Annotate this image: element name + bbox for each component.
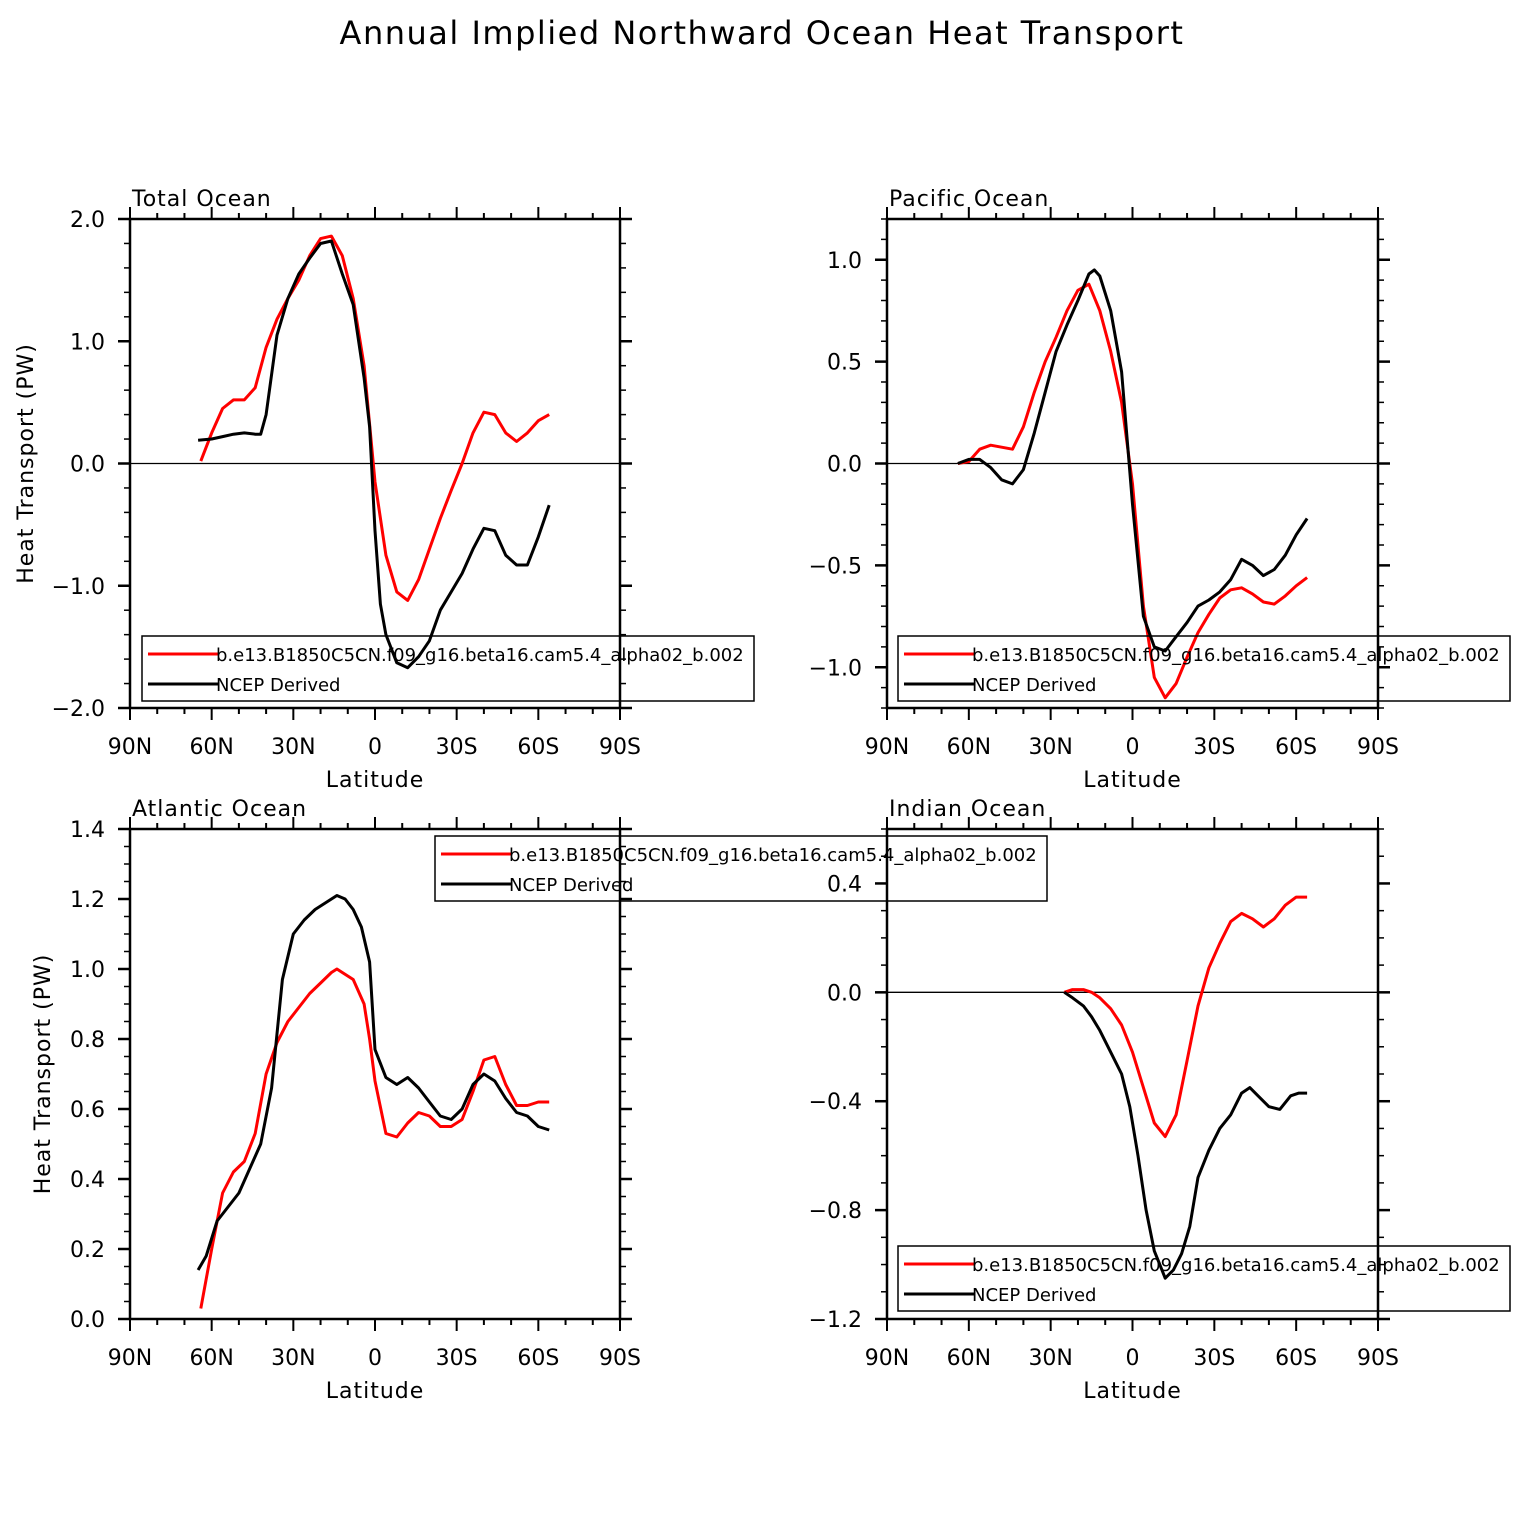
x-axis-label: Latitude: [326, 1379, 425, 1404]
x-tick-label: 60N: [947, 735, 991, 760]
figure-title: Annual Implied Northward Ocean Heat Tran…: [339, 14, 1185, 52]
chart-panel-3: 90N 60N 30N 0 30S 60S 90S 0.0 0.2 0.4 0.6 0.8 1.0 1.2…: [31, 797, 641, 1404]
model-series-line: [199, 234, 550, 602]
x-tick-label: 60N: [947, 1346, 991, 1371]
y-tick-label: 2.0: [70, 208, 105, 233]
legend-ncep-label: NCEP Derived: [972, 675, 1096, 696]
legend-4: b.e13.B1850C5CN.f09_g16.beta16.cam5.4_al…: [897, 1245, 1511, 1312]
y-tick-label: −0.8: [809, 1199, 862, 1224]
x-tick-label: 90S: [599, 1346, 641, 1371]
legend-model-label: b.e13.B1850C5CN.f09_g16.beta16.cam5.4_al…: [972, 645, 1500, 666]
x-tick-label: 90N: [865, 735, 909, 760]
legend-box: [897, 1245, 1511, 1312]
model-series-line: [199, 967, 550, 1309]
y-tick-label: 1.0: [827, 249, 862, 274]
y-tick-label: 0.0: [827, 453, 862, 478]
legend-box: [897, 635, 1511, 702]
ncep-series-line: [957, 268, 1309, 653]
panel-title: Indian Ocean: [889, 797, 1046, 822]
x-tick-label: 30N: [1028, 735, 1072, 760]
x-tick-label: 30N: [1028, 1346, 1072, 1371]
y-tick-label: −1.0: [809, 656, 862, 681]
y-tick-label: 0.0: [827, 981, 862, 1006]
ncep-series-line: [197, 239, 551, 670]
x-axis-label: Latitude: [1083, 768, 1182, 793]
y-tick-label: 1.0: [70, 958, 105, 983]
legend-box: [141, 635, 755, 702]
chart-panel-1: 90N 60N 30N 0 30S 60S 90S −2.0 −1.0 0.0 1.0 2.0 Tota…: [14, 187, 641, 793]
chart-panel-4: 90N 60N 30N 0 30S 60S 90S −1.2 −0.8 −0.4 0.0 0.4 Ind…: [809, 797, 1399, 1404]
y-tick-label: 1.2: [70, 888, 105, 913]
y-tick-label: 0.4: [827, 872, 862, 897]
x-tick-label: 30S: [436, 735, 478, 760]
x-tick-label: 30N: [271, 735, 315, 760]
x-tick-label: 30S: [1193, 735, 1235, 760]
legend-ncep-label: NCEP Derived: [972, 1285, 1096, 1306]
legend-model-label: b.e13.B1850C5CN.f09_g16.beta16.cam5.4_al…: [216, 645, 744, 666]
x-tick-label: 30S: [436, 1346, 478, 1371]
x-tick-label: 0: [368, 1346, 382, 1371]
y-tick-label: −0.5: [809, 554, 862, 579]
y-axis-label: Heat Transport (PW): [31, 954, 56, 1195]
legend-model-label: b.e13.B1850C5CN.f09_g16.beta16.cam5.4_al…: [509, 845, 1037, 866]
panel-title: Atlantic Ocean: [132, 797, 307, 822]
y-tick-label: 1.0: [70, 330, 105, 355]
x-tick-label: 60S: [1275, 1346, 1317, 1371]
model-series-line: [957, 282, 1309, 700]
model-series-line: [1063, 895, 1308, 1139]
x-tick-label: 60N: [189, 735, 233, 760]
y-tick-label: 0.8: [70, 1028, 105, 1053]
x-tick-label: 30N: [271, 1346, 315, 1371]
y-tick-label: 0.6: [70, 1098, 105, 1123]
y-tick-label: −2.0: [52, 697, 105, 722]
x-tick-label: 60N: [189, 1346, 233, 1371]
x-tick-label: 90S: [1357, 735, 1399, 760]
x-tick-label: 90S: [1357, 1346, 1399, 1371]
legend-box: [434, 835, 1048, 902]
x-tick-label: 60S: [1275, 735, 1317, 760]
x-tick-label: 90N: [108, 735, 152, 760]
panel-title: Pacific Ocean: [889, 187, 1049, 212]
panel-title: Total Ocean: [131, 187, 272, 212]
y-tick-label: −1.2: [809, 1308, 862, 1333]
y-tick-label: 1.4: [70, 818, 105, 843]
y-tick-label: −1.0: [52, 575, 105, 600]
y-tick-label: 0.2: [70, 1238, 105, 1263]
y-tick-label: 0.0: [70, 453, 105, 478]
legend-2: b.e13.B1850C5CN.f09_g16.beta16.cam5.4_al…: [897, 635, 1511, 702]
y-tick-label: 0.4: [70, 1168, 105, 1193]
y-axis-label: Heat Transport (PW): [14, 343, 39, 584]
x-tick-label: 60S: [517, 1346, 559, 1371]
x-tick-label: 0: [1126, 735, 1140, 760]
x-tick-label: 90S: [599, 735, 641, 760]
legend-model-label: b.e13.B1850C5CN.f09_g16.beta16.cam5.4_al…: [972, 1255, 1500, 1276]
x-tick-label: 30S: [1193, 1346, 1235, 1371]
y-tick-label: 0.0: [70, 1308, 105, 1333]
x-tick-label: 90N: [108, 1346, 152, 1371]
legend-3: b.e13.B1850C5CN.f09_g16.beta16.cam5.4_al…: [434, 835, 1048, 902]
legend-1: b.e13.B1850C5CN.f09_g16.beta16.cam5.4_al…: [141, 635, 755, 702]
x-tick-label: 90N: [865, 1346, 909, 1371]
x-axis-label: Latitude: [326, 768, 425, 793]
x-tick-label: 0: [1126, 1346, 1140, 1371]
x-tick-label: 60S: [517, 735, 559, 760]
ncep-series-line: [196, 894, 550, 1271]
x-axis-label: Latitude: [1083, 1379, 1182, 1404]
x-tick-label: 0: [368, 735, 382, 760]
y-tick-label: −0.4: [809, 1090, 862, 1115]
legend-ncep-label: NCEP Derived: [216, 675, 340, 696]
chart-panel-2: 90N 60N 30N 0 30S 60S 90S −1.0 −0.5 0.0 0.5 1.0 Paci…: [809, 187, 1399, 793]
y-tick-label: 0.5: [827, 351, 862, 376]
legend-ncep-label: NCEP Derived: [509, 875, 633, 896]
ncep-series-line: [1063, 991, 1308, 1280]
